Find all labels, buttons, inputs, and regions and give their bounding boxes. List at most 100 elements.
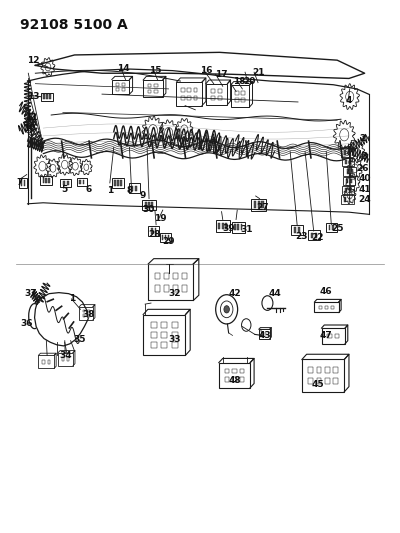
Bar: [218, 96, 222, 100]
Bar: [298, 227, 300, 233]
Text: 30: 30: [142, 205, 154, 214]
Bar: [241, 98, 245, 102]
Bar: [181, 95, 185, 100]
Bar: [42, 177, 44, 183]
Bar: [58, 353, 73, 366]
Bar: [67, 181, 68, 185]
Bar: [348, 150, 350, 155]
Bar: [342, 158, 354, 166]
Bar: [152, 202, 154, 208]
Bar: [322, 328, 345, 344]
Text: 13: 13: [27, 92, 40, 101]
Bar: [235, 98, 238, 102]
Bar: [258, 201, 260, 208]
Bar: [155, 229, 156, 233]
Bar: [38, 356, 54, 368]
Text: 27: 27: [256, 204, 269, 213]
Text: 38: 38: [82, 310, 94, 319]
Bar: [251, 199, 266, 211]
Bar: [173, 285, 178, 292]
Text: 45: 45: [311, 379, 324, 389]
Bar: [77, 177, 86, 186]
Bar: [162, 322, 167, 328]
Bar: [48, 177, 50, 183]
Bar: [347, 169, 348, 174]
Bar: [162, 235, 164, 240]
Bar: [224, 377, 229, 382]
Bar: [148, 202, 150, 208]
Bar: [315, 232, 316, 238]
Bar: [344, 167, 356, 175]
Text: 92108 5100 A: 92108 5100 A: [20, 19, 128, 33]
Bar: [194, 88, 197, 92]
Bar: [63, 181, 65, 185]
Bar: [188, 88, 191, 92]
Text: 20: 20: [243, 77, 255, 86]
Text: 22: 22: [311, 233, 324, 243]
Bar: [224, 369, 229, 373]
Text: 9: 9: [140, 191, 146, 200]
Text: 24: 24: [358, 195, 371, 204]
Text: 4: 4: [346, 96, 352, 105]
Bar: [112, 79, 130, 94]
Text: 42: 42: [228, 289, 241, 298]
Bar: [326, 223, 337, 232]
Bar: [67, 358, 69, 361]
Bar: [206, 84, 228, 104]
Text: 41: 41: [358, 185, 371, 193]
Text: 17: 17: [215, 70, 228, 79]
Bar: [349, 160, 351, 164]
Text: 14: 14: [117, 63, 130, 72]
Bar: [232, 222, 245, 232]
Bar: [165, 235, 166, 240]
Bar: [262, 201, 264, 208]
Bar: [148, 84, 152, 87]
Text: 12: 12: [27, 55, 40, 64]
Text: 36: 36: [20, 319, 33, 328]
Bar: [341, 196, 354, 204]
Text: 3: 3: [362, 152, 368, 161]
Bar: [331, 306, 334, 309]
Bar: [120, 180, 122, 185]
Bar: [182, 285, 187, 292]
Bar: [254, 201, 256, 208]
Text: 6: 6: [85, 185, 92, 193]
Bar: [87, 310, 90, 312]
Bar: [332, 225, 334, 230]
Bar: [311, 232, 313, 238]
Bar: [143, 314, 186, 356]
Text: 18: 18: [233, 77, 246, 86]
Bar: [173, 273, 178, 279]
Bar: [79, 306, 93, 320]
Bar: [160, 233, 171, 243]
Bar: [349, 188, 351, 192]
Bar: [148, 264, 193, 301]
Bar: [168, 235, 169, 240]
Bar: [164, 273, 169, 279]
Text: 47: 47: [320, 331, 332, 340]
Bar: [24, 180, 25, 186]
Bar: [334, 378, 338, 384]
Bar: [225, 223, 227, 229]
Bar: [219, 362, 250, 387]
Bar: [211, 96, 215, 100]
Bar: [176, 82, 202, 106]
Text: 32: 32: [168, 289, 181, 298]
Bar: [325, 306, 328, 309]
Bar: [344, 150, 346, 155]
Text: 21: 21: [252, 68, 265, 77]
Bar: [335, 334, 339, 338]
Text: 40: 40: [358, 174, 371, 183]
Bar: [240, 369, 244, 373]
Bar: [114, 180, 116, 185]
Text: 7: 7: [16, 179, 23, 188]
Bar: [155, 285, 160, 292]
Text: 31: 31: [240, 225, 252, 235]
Text: 39: 39: [222, 224, 234, 233]
Bar: [230, 85, 249, 107]
Text: 2: 2: [360, 134, 366, 143]
Bar: [342, 186, 354, 195]
Bar: [302, 359, 344, 392]
Bar: [329, 225, 330, 230]
Bar: [151, 229, 153, 233]
